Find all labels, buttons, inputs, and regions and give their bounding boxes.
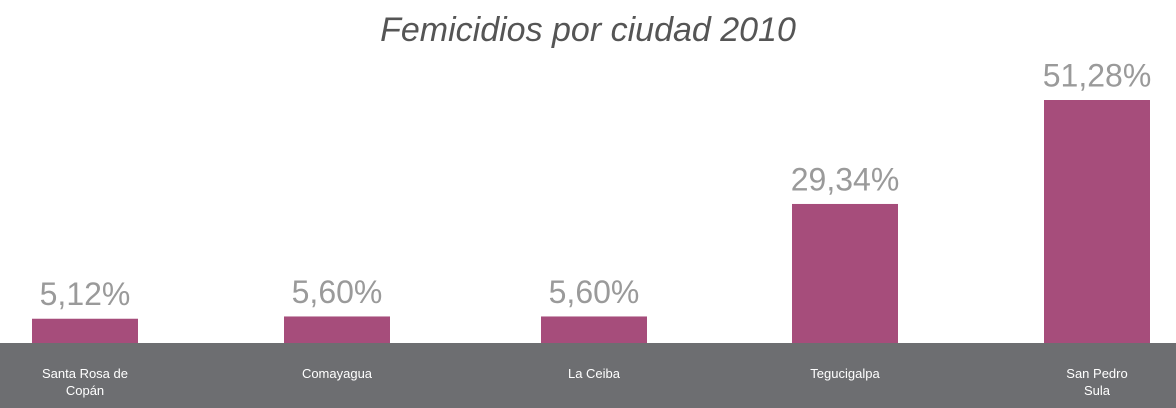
value-label: 51,28% xyxy=(1043,57,1152,93)
category-label: Tegucigalpa xyxy=(810,366,880,381)
category-label: Santa Rosa de Copán xyxy=(41,366,128,398)
chart-title: Femicidios por ciudad 2010 xyxy=(380,11,796,49)
value-label: 5,60% xyxy=(549,274,640,310)
category-label: La Ceiba xyxy=(567,366,621,381)
bar xyxy=(792,203,898,343)
bar xyxy=(1044,100,1150,343)
value-label: 29,34% xyxy=(791,161,900,197)
value-label: 5,12% xyxy=(40,276,131,312)
category-label: San Pedro Sula xyxy=(1066,366,1128,398)
category-label: Comayagua xyxy=(301,366,373,381)
category-band xyxy=(0,343,1176,408)
value-label: 5,60% xyxy=(292,274,383,310)
bar xyxy=(541,316,647,343)
bar xyxy=(284,316,390,343)
bar xyxy=(32,318,138,343)
